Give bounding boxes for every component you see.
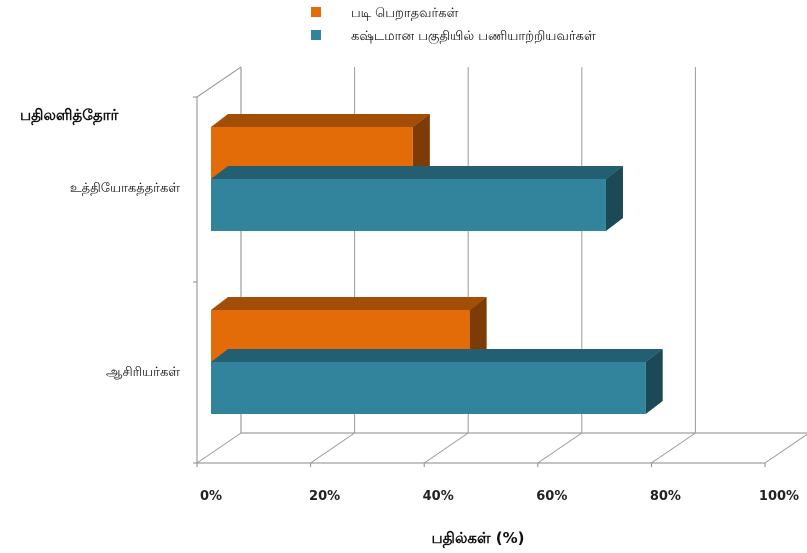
category-label: உத்தியோகத்தர்கள் [70, 181, 180, 196]
bar-front-face [211, 179, 606, 231]
bar-side-face [645, 349, 663, 414]
bar-side-face [469, 297, 487, 362]
legend-swatch [311, 30, 321, 40]
legend-label: படி பெறாதவர்கள் [351, 6, 459, 21]
bar-top-face [211, 297, 487, 310]
bar-top-face [211, 114, 430, 127]
value-axis-title: பதில்கள் (%) [432, 529, 525, 548]
floor-gridline-0 [196, 432, 242, 464]
bar-front-face [211, 362, 646, 414]
bars [211, 114, 663, 414]
legend-label: கஷ்டமான பகுதியில் பணியாற்றியவர்கள் [351, 29, 596, 44]
legend-entry-1: படி பெறாதவர்கள் [311, 6, 459, 21]
value-tick-label: 0% [200, 489, 222, 504]
bar-side-face [605, 166, 623, 231]
legend-entry-2: கஷ்டமான பகுதியில் பணியாற்றியவர்கள் [311, 29, 596, 44]
value-tick-label: 20% [309, 489, 340, 504]
floor-gridline-1 [310, 432, 355, 464]
bar-series-2-cat-1 [211, 166, 623, 231]
value-tick-label: 60% [536, 489, 567, 504]
bar-side-face [412, 114, 430, 179]
category-label: ஆசிரியர்கள் [106, 365, 180, 380]
value-tick-label: 80% [650, 489, 681, 504]
left-wall-top-edge [196, 66, 242, 98]
labels: 0% 20% 40% 60% 80% 100% உத்தியோகத்தர்கள் ஆசிரிய… [20, 6, 799, 548]
bar-top-face [211, 166, 623, 179]
bar-series-2-cat-2 [211, 349, 663, 414]
category-axis-title: பதிலளித்தோர் [20, 106, 120, 125]
floor-gridline-5 [764, 433, 807, 464]
value-tick-label: 40% [423, 489, 454, 504]
floor-gridline-4 [651, 432, 696, 464]
floor-gridline-3 [537, 432, 583, 464]
floor-gridline-2 [423, 432, 469, 464]
value-tick-label: 100% [759, 489, 799, 504]
legend-swatch [311, 7, 321, 17]
bar-top-face [211, 349, 663, 362]
